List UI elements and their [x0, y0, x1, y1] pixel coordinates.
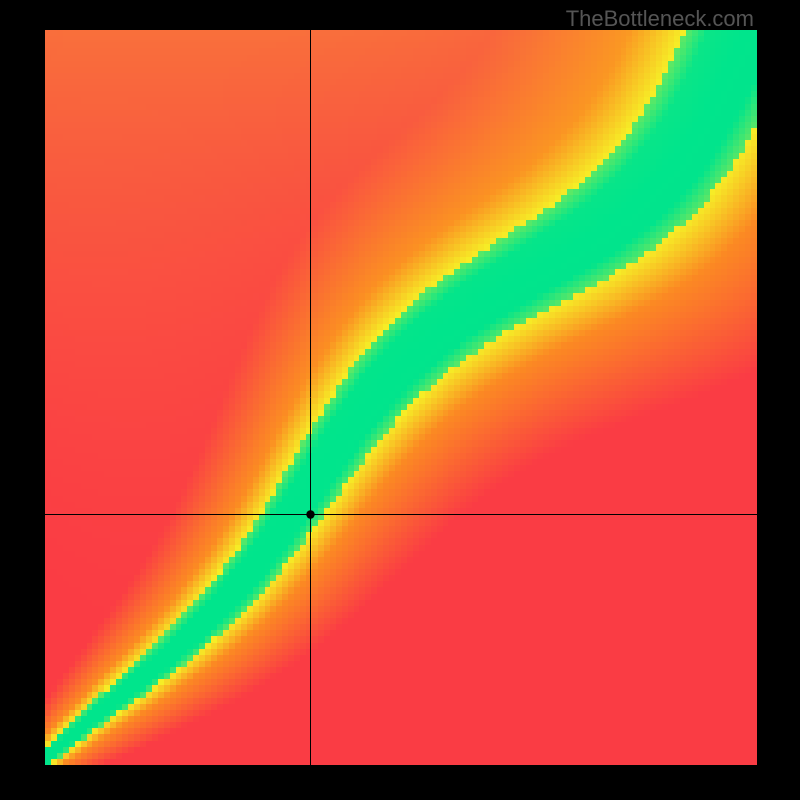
bottleneck-heatmap	[45, 30, 757, 765]
watermark-text: TheBottleneck.com	[566, 6, 754, 32]
chart-container: TheBottleneck.com	[0, 0, 800, 800]
